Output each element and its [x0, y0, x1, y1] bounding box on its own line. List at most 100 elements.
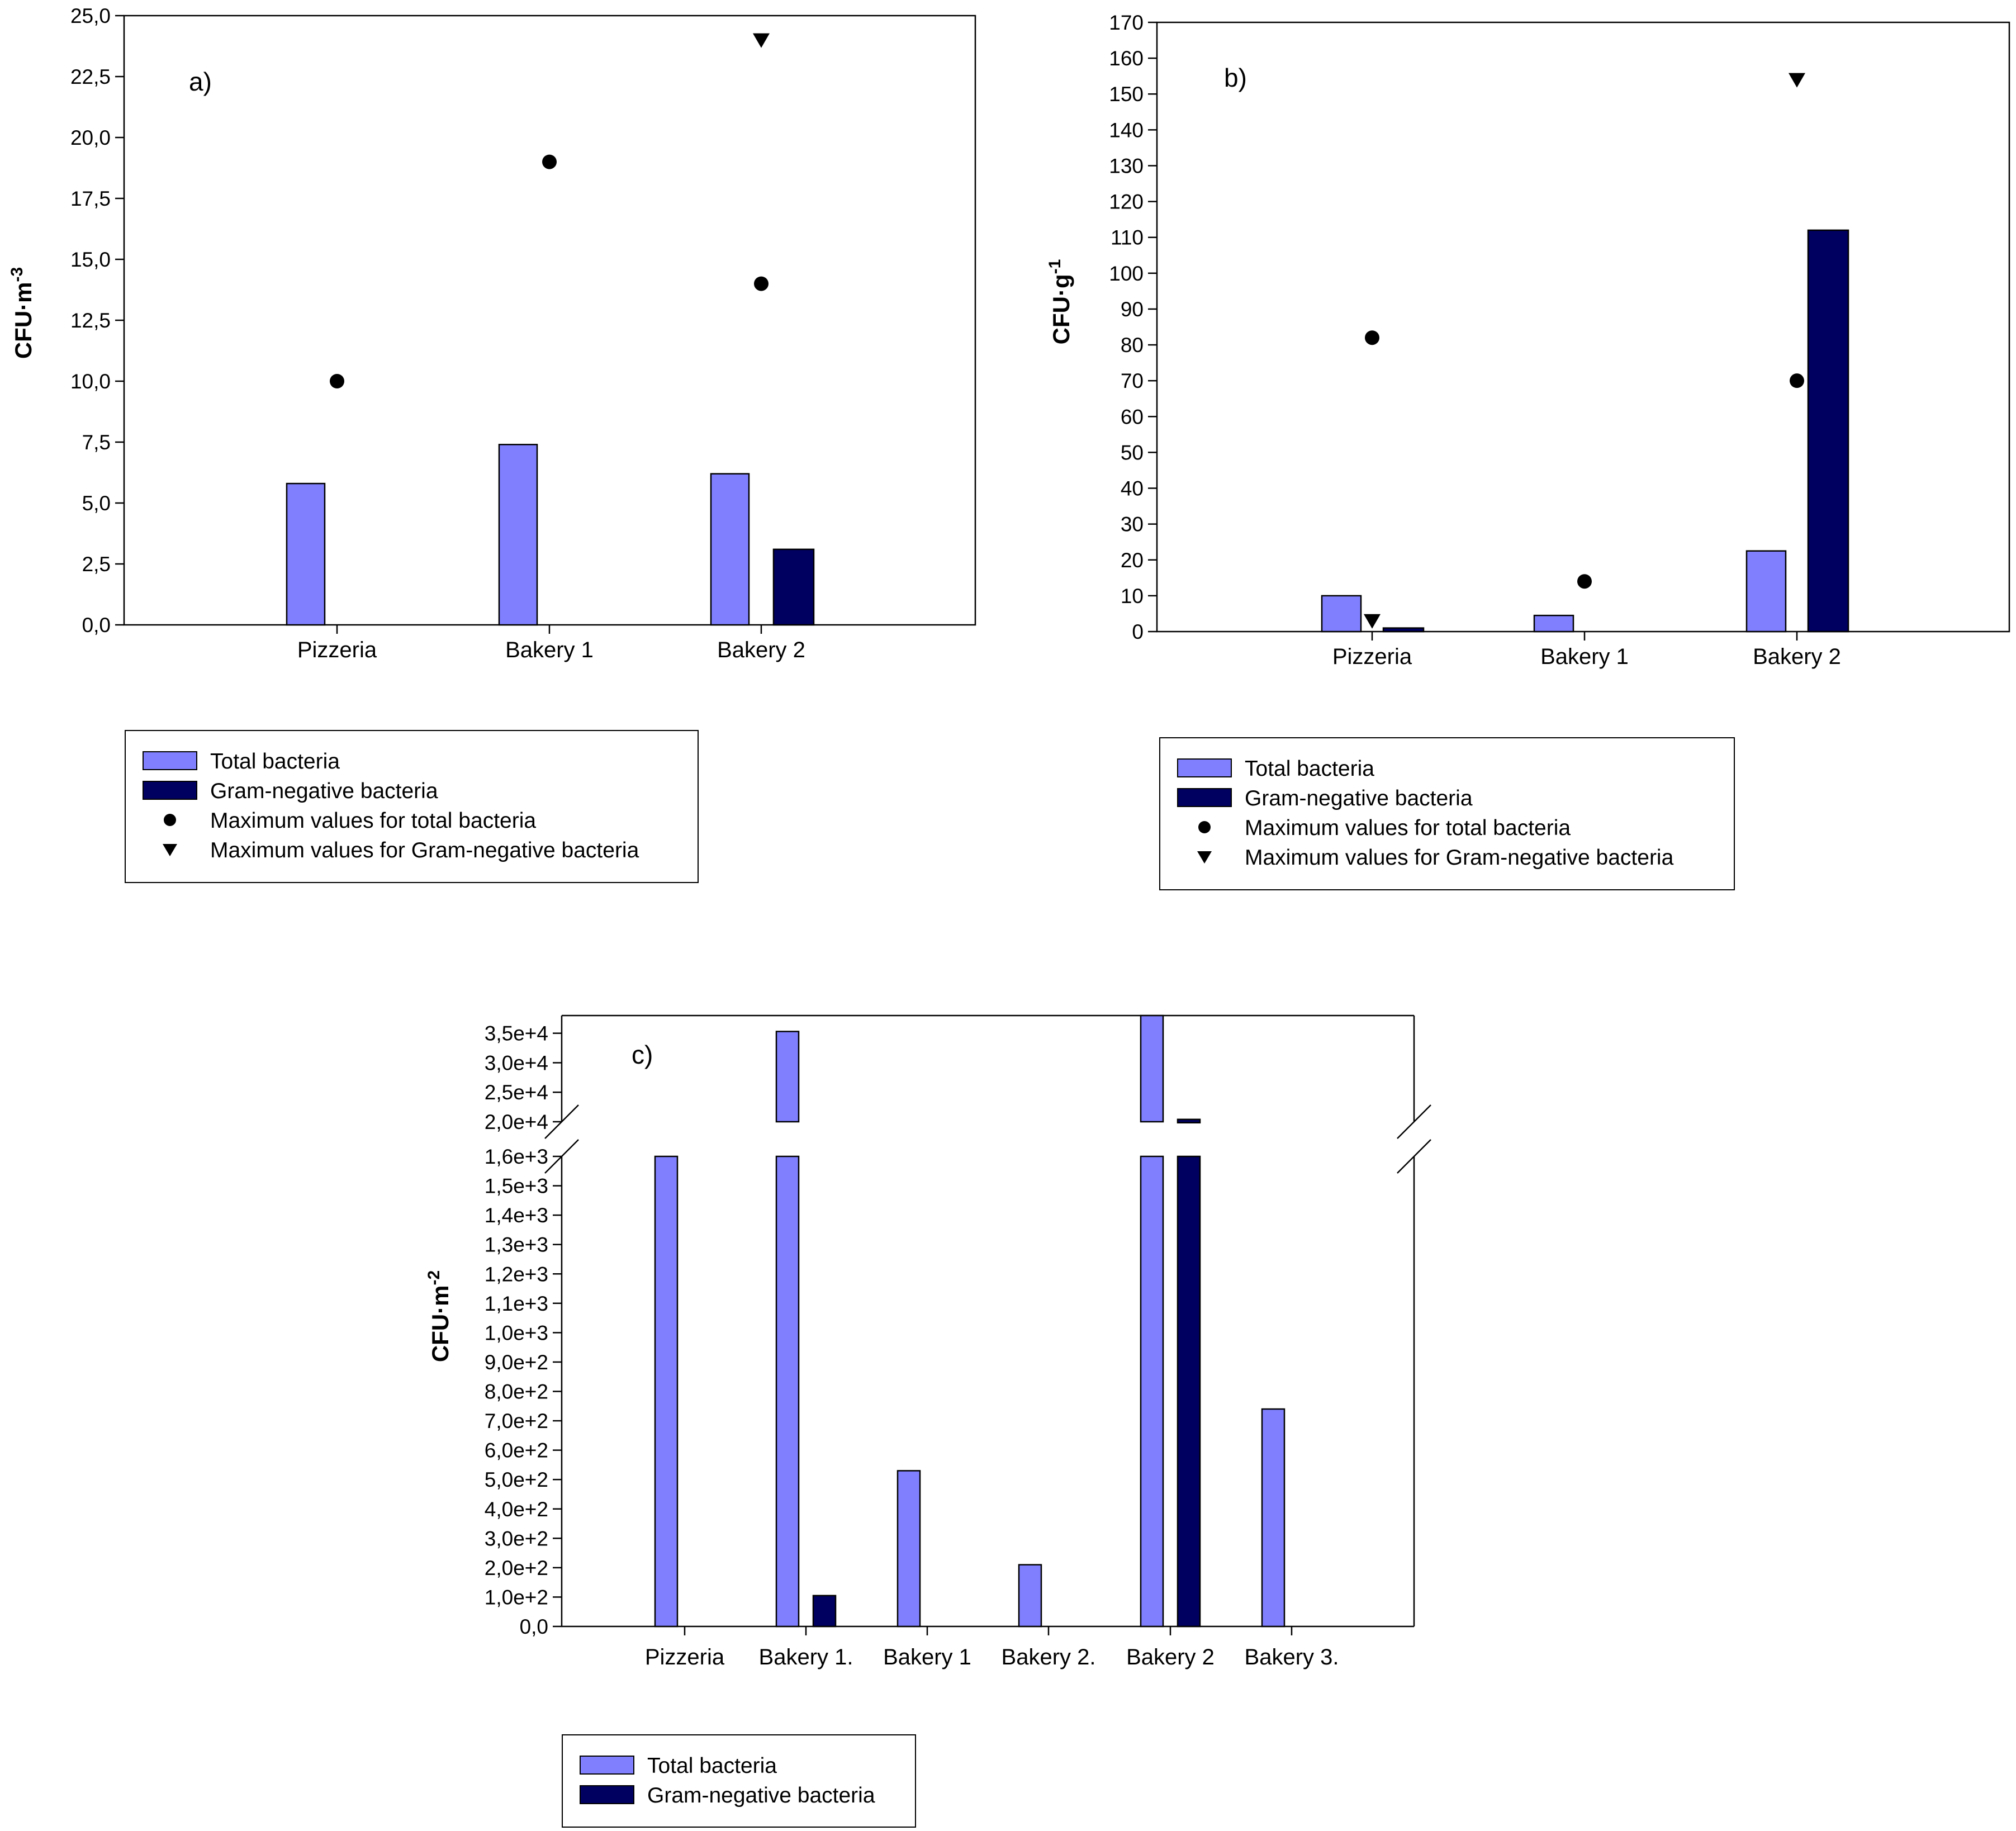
legend: Total bacteria Gram-negative bacteria Maxi…: [125, 730, 699, 883]
y-axis-label: CFU·g-1: [1046, 259, 1074, 345]
y-tick-label: 1,2e+3: [485, 1263, 548, 1286]
y-tick-label: 130: [1109, 154, 1144, 177]
marker-max-gram-negative: [1789, 73, 1805, 88]
y-tick-label: 1,4e+3: [485, 1204, 548, 1227]
x-category-label: Bakery 3.: [1245, 1645, 1339, 1669]
y-tick-label: 120: [1109, 191, 1144, 214]
x-category-label: Bakery 1: [505, 638, 594, 662]
y-tick-label: 9,0e+2: [485, 1351, 548, 1374]
marker-max-total: [1577, 574, 1592, 589]
plot-frame: [123, 15, 976, 626]
y-tick-label: 22,5: [70, 65, 111, 88]
y-tick-label: 50: [1121, 441, 1144, 464]
y-tick-label: 160: [1109, 47, 1144, 70]
legend-item-label: Maximum values for Gram-negative bacteri…: [210, 838, 639, 862]
y-tick-label: 3,5e+4: [485, 1022, 548, 1045]
legend-item-label: Gram-negative bacteria: [1245, 786, 1473, 810]
bar-gram-negative: [1382, 627, 1425, 633]
y-tick-label: 1,3e+3: [485, 1234, 548, 1256]
y-tick-label: 110: [1111, 226, 1144, 249]
panel-label: b): [1224, 63, 1247, 92]
legend-swatch-gram-negative: [580, 1785, 634, 1804]
y-tick-label: 2,0e+2: [485, 1557, 548, 1579]
y-tick-label: 20,0: [70, 126, 111, 149]
bar-total-bacteria: [498, 444, 538, 626]
y-tick-label: 6,0e+2: [485, 1439, 548, 1462]
y-axis-label: CFU·m-2: [425, 1270, 453, 1362]
panel-label: c): [632, 1040, 653, 1069]
y-tick-label: 1,0e+2: [485, 1586, 548, 1609]
y-tick-label: 100: [1109, 262, 1144, 285]
legend-item-label: Maximum values for total bacteria: [1245, 816, 1571, 840]
y-tick-label: 17,5: [70, 187, 111, 210]
legend-marker-dot: [1198, 821, 1211, 833]
bar-total-bacteria: [1018, 1564, 1042, 1628]
y-tick-label: 0: [1132, 620, 1144, 643]
marker-max-gram-negative: [1364, 614, 1381, 629]
bar-total-bacteria: [1745, 550, 1787, 633]
legend-box: [1159, 737, 1735, 890]
y-tick-label: 10: [1121, 585, 1144, 608]
y-tick-label: 15,0: [70, 248, 111, 271]
bar-total-bacteria: [775, 1155, 800, 1628]
y-axis-label-exponent: -1: [1046, 259, 1064, 274]
y-axis-label-unit: CFU·m: [10, 282, 36, 359]
bar-gram-negative: [772, 548, 815, 626]
legend-item-label: Total bacteria: [647, 1754, 777, 1778]
y-tick-label: 70: [1121, 369, 1144, 392]
chart-a: 0,0 2,5 5,0 7,5 10,0 12,5 15,0 17,5 20,0 22,5 25,0…: [8, 4, 976, 883]
y-tick-label: 30: [1121, 513, 1144, 536]
chart-b: 0 10 20 30 40 50 60 70 80 90 100 110 120 130 140 150 160…: [1046, 11, 2010, 890]
legend-box: [562, 1734, 916, 1828]
y-tick-label: 1,1e+3: [485, 1292, 548, 1315]
axis-break-right: [1397, 1104, 1431, 1139]
y-tick-label: 1,0e+3: [485, 1321, 548, 1344]
marker-max-total: [1790, 373, 1804, 388]
legend-marker-triangle: [163, 844, 177, 856]
y-tick-label: 90: [1121, 298, 1144, 321]
y-axis-label-exponent: -2: [425, 1270, 443, 1286]
x-category-label: Pizzeria: [645, 1645, 725, 1669]
y-axis-label-unit: CFU·g: [1048, 274, 1074, 344]
y-tick-label: 0,0: [520, 1615, 548, 1638]
legend-box: [125, 730, 699, 883]
legend-swatch-total: [143, 751, 197, 770]
y-tick-label: 25,0: [70, 4, 111, 27]
legend-item-label: Gram-negative bacteria: [210, 779, 438, 803]
axis-break-right: [1397, 1139, 1431, 1174]
y-tick-label: 2,5e+4: [485, 1081, 548, 1104]
marker-max-total: [330, 374, 344, 388]
bar-gram-negative: [1177, 1155, 1201, 1628]
legend-item-label: Maximum values for total bacteria: [210, 809, 536, 833]
bar-total-bacteria: [286, 482, 326, 626]
y-axis-label-exponent: -3: [8, 267, 26, 282]
panel-label: a): [189, 67, 212, 96]
y-tick-label: 140: [1109, 118, 1144, 141]
bar-total-bacteria: [1533, 614, 1574, 633]
marker-max-total: [754, 276, 769, 291]
x-category-label: Bakery 2: [1753, 644, 1841, 669]
y-tick-label: 7,5: [82, 431, 111, 454]
y-tick-label: 80: [1121, 334, 1144, 357]
y-axis-label: CFU·m-3: [8, 267, 36, 359]
y-tick-label: 1,5e+3: [485, 1175, 548, 1198]
legend-swatch-total: [1177, 758, 1232, 777]
bar-gram-negative: [1807, 229, 1849, 633]
bar-total-bacteria: [1321, 595, 1362, 633]
x-category-label: Bakery 1: [883, 1645, 971, 1669]
x-category-label: Bakery 1: [1540, 644, 1629, 669]
plot-frame: [1156, 21, 2010, 633]
bar-total-bacteria: [1261, 1408, 1286, 1628]
y-tick-label: 60: [1121, 405, 1144, 428]
y-tick-label: 3,0e+4: [485, 1051, 548, 1074]
x-category-label: Bakery 2: [717, 638, 805, 662]
y-tick-label: 40: [1121, 477, 1144, 500]
y-tick-label: 2,0e+4: [485, 1111, 548, 1133]
y-tick-label: 5,0e+2: [485, 1468, 548, 1491]
x-category-label: Bakery 2: [1126, 1645, 1215, 1669]
y-tick-label: 12,5: [70, 309, 111, 332]
bar-total-bacteria-upper: [775, 1031, 800, 1123]
legend: Total bacteria Gram-negative bacteria Maxi…: [1159, 737, 1735, 890]
y-axis-label-unit: CFU·m: [427, 1286, 453, 1363]
